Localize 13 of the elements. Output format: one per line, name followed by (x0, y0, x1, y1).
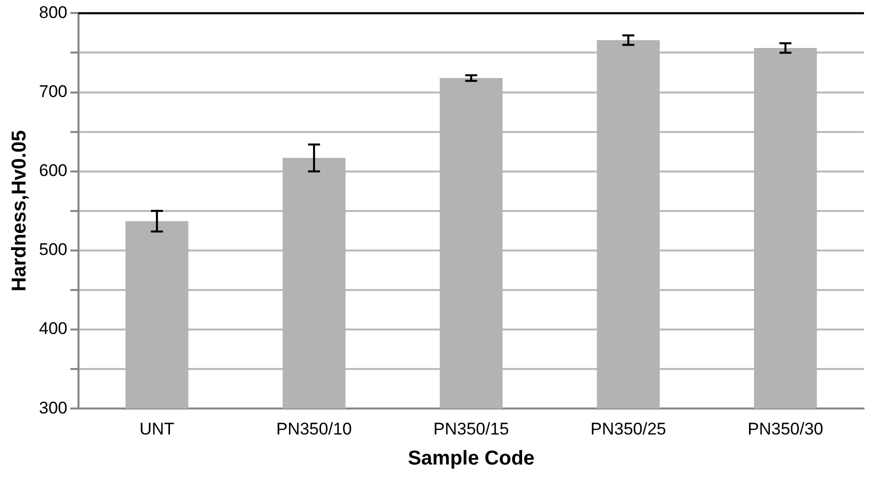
x-tick-label: PN350/15 (433, 419, 509, 438)
x-tick-label: UNT (139, 419, 174, 438)
x-tick-label: PN350/10 (276, 419, 352, 438)
y-tick-label: 300 (38, 398, 68, 418)
y-tick-label: 800 (38, 2, 68, 22)
y-tick-label: 500 (38, 240, 68, 260)
x-axis-title: Sample Code (408, 448, 535, 470)
x-tick-label: PN350/30 (748, 419, 824, 438)
y-axis-title: Hardness,Hv0.05 (8, 130, 31, 292)
y-tick-label: 400 (38, 319, 68, 338)
x-tick-label: PN350/25 (590, 419, 666, 438)
y-tick-label: 600 (38, 161, 68, 180)
y-tick-label: 700 (38, 82, 68, 101)
